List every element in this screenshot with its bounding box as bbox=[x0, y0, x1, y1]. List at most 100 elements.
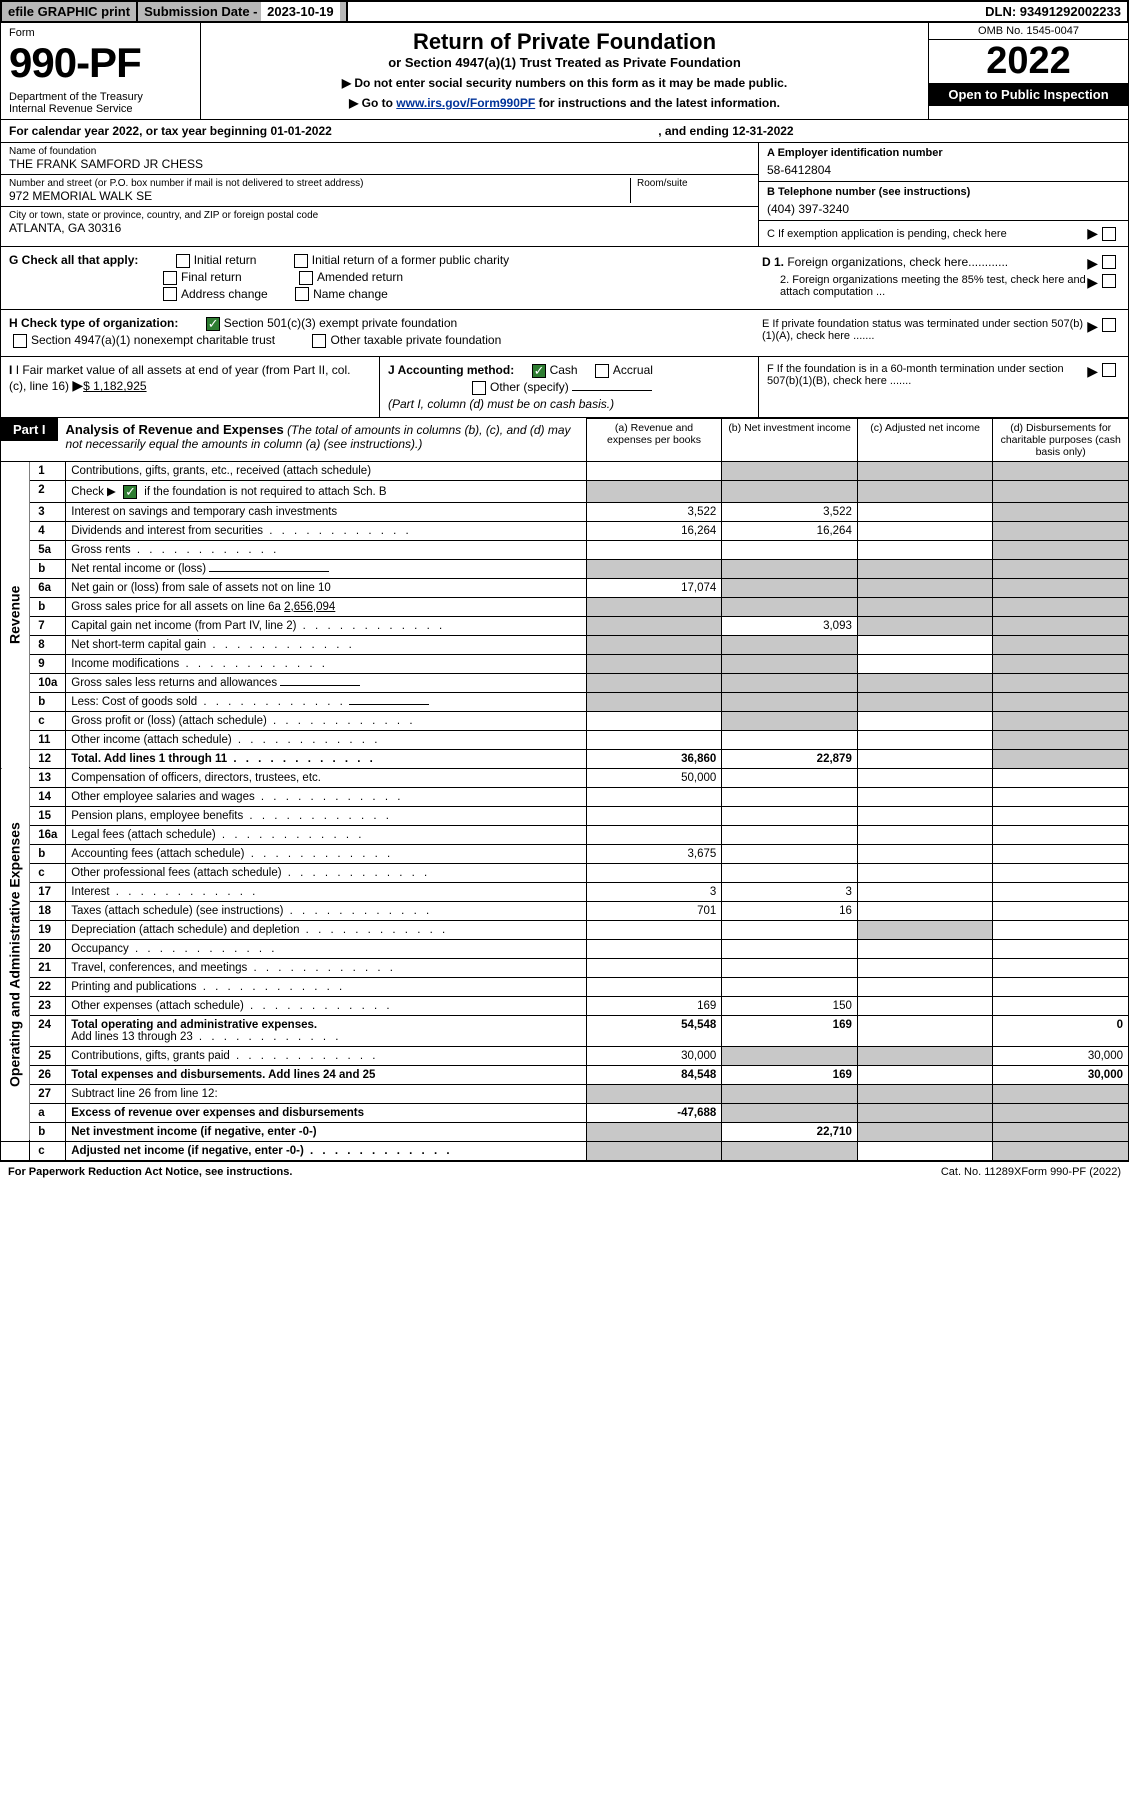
line-26: 26Total expenses and disbursements. Add … bbox=[1, 1065, 1129, 1084]
l13-desc: Compensation of officers, directors, tru… bbox=[66, 768, 587, 787]
g-final: Final return bbox=[181, 270, 242, 284]
i-section: I I Fair market value of all assets at e… bbox=[1, 357, 379, 417]
h-501c3-checkbox[interactable] bbox=[206, 317, 220, 331]
l3-b: 3,522 bbox=[722, 502, 858, 521]
g-name-checkbox[interactable] bbox=[295, 287, 309, 301]
l26-a: 84,548 bbox=[586, 1065, 722, 1084]
calendar-year-row: For calendar year 2022, or tax year begi… bbox=[0, 120, 1129, 143]
part1-title: Analysis of Revenue and Expenses (The to… bbox=[58, 418, 586, 455]
l16a-desc: Legal fees (attach schedule) bbox=[66, 825, 587, 844]
catalog-number: Cat. No. 11289X bbox=[941, 1166, 1022, 1178]
h-other-checkbox[interactable] bbox=[312, 334, 326, 348]
l20-desc: Occupancy bbox=[66, 939, 587, 958]
l18-desc: Taxes (attach schedule) (see instruction… bbox=[66, 901, 587, 920]
line-3: 3Interest on savings and temporary cash … bbox=[1, 502, 1129, 521]
header-left: Form 990-PF Department of the Treasury I… bbox=[1, 23, 201, 119]
instructions-link[interactable]: www.irs.gov/Form990PF bbox=[396, 96, 535, 110]
line-27: 27Subtract line 26 from line 12: bbox=[1, 1084, 1129, 1103]
l24-desc: Total operating and administrative expen… bbox=[66, 1015, 587, 1046]
phone-cell: B Telephone number (see instructions) (4… bbox=[759, 182, 1128, 221]
l2-checkbox[interactable] bbox=[123, 485, 137, 499]
l23-desc: Other expenses (attach schedule) bbox=[66, 996, 587, 1015]
form-id-footer: Form 990-PF (2022) bbox=[1021, 1166, 1121, 1178]
d2-label: 2. Foreign organizations meeting the 85%… bbox=[762, 274, 1087, 298]
g-initial-former-checkbox[interactable] bbox=[294, 254, 308, 268]
check-section-he: H Check type of organization: Section 50… bbox=[0, 310, 1129, 357]
l26-b: 169 bbox=[722, 1065, 858, 1084]
l10c-desc: Gross profit or (loss) (attach schedule) bbox=[66, 711, 587, 730]
l23-a: 169 bbox=[586, 996, 722, 1015]
l25-desc: Contributions, gifts, grants paid bbox=[66, 1046, 587, 1065]
g-amended-checkbox[interactable] bbox=[299, 271, 313, 285]
header-right: OMB No. 1545-0047 2022 Open to Public In… bbox=[928, 23, 1128, 119]
entity-left: Name of foundation THE FRANK SAMFORD JR … bbox=[1, 143, 758, 246]
line-25: 25Contributions, gifts, grants paid30,00… bbox=[1, 1046, 1129, 1065]
l17-desc: Interest bbox=[66, 882, 587, 901]
line-23: 23Other expenses (attach schedule)169150 bbox=[1, 996, 1129, 1015]
l14-desc: Other employee salaries and wages bbox=[66, 787, 587, 806]
d1-checkbox[interactable] bbox=[1102, 255, 1116, 269]
ein-cell: A Employer identification number 58-6412… bbox=[759, 143, 1128, 182]
exemption-cell: C If exemption application is pending, c… bbox=[759, 221, 1128, 246]
j-other-checkbox[interactable] bbox=[472, 381, 486, 395]
l17-b: 3 bbox=[722, 882, 858, 901]
form-number: 990-PF bbox=[9, 39, 192, 87]
l6b-desc: Gross sales price for all assets on line… bbox=[66, 597, 587, 616]
l2-desc: Check ▶ if the foundation is not require… bbox=[66, 480, 587, 502]
i-value: $ 1,182,925 bbox=[83, 379, 146, 393]
part1-label: Part I bbox=[1, 418, 58, 441]
address-cell: Number and street (or P.O. box number if… bbox=[1, 175, 758, 207]
h-section: H Check type of organization: Section 50… bbox=[9, 316, 750, 350]
line-13: Operating and Administrative Expenses 13… bbox=[1, 768, 1129, 787]
i-label: I Fair market value of all assets at end… bbox=[9, 363, 350, 393]
f-label: F If the foundation is in a 60-month ter… bbox=[767, 363, 1087, 387]
col-a-header: (a) Revenue and expenses per books bbox=[586, 418, 722, 461]
e-label: E If private foundation status was termi… bbox=[762, 318, 1087, 342]
street-address: 972 MEMORIAL WALK SE bbox=[9, 189, 630, 203]
g-address-checkbox[interactable] bbox=[163, 287, 177, 301]
g-initial: Initial return bbox=[194, 253, 257, 267]
j-cash-checkbox[interactable] bbox=[532, 364, 546, 378]
g-final-checkbox[interactable] bbox=[163, 271, 177, 285]
j-accrual: Accrual bbox=[613, 363, 653, 377]
line-11: 11Other income (attach schedule) bbox=[1, 730, 1129, 749]
j-accrual-checkbox[interactable] bbox=[595, 364, 609, 378]
f-checkbox[interactable] bbox=[1102, 363, 1116, 377]
h-label: H Check type of organization: bbox=[9, 316, 178, 330]
l7-desc: Capital gain net income (from Part IV, l… bbox=[66, 616, 587, 635]
exemption-checkbox[interactable] bbox=[1102, 227, 1116, 241]
line-18: 18Taxes (attach schedule) (see instructi… bbox=[1, 901, 1129, 920]
col-c-header: (c) Adjusted net income bbox=[857, 418, 993, 461]
room-label: Room/suite bbox=[637, 178, 750, 189]
g-address: Address change bbox=[181, 287, 268, 301]
line-6b: bGross sales price for all assets on lin… bbox=[1, 597, 1129, 616]
city-state-zip: ATLANTA, GA 30316 bbox=[9, 221, 750, 235]
part1-header-row: Part I Analysis of Revenue and Expenses … bbox=[1, 418, 1129, 461]
l1-desc: Contributions, gifts, grants, etc., rece… bbox=[66, 461, 587, 480]
calendar-end: , and ending 12-31-2022 bbox=[658, 124, 793, 138]
form-subtitle: or Section 4947(a)(1) Trust Treated as P… bbox=[213, 55, 916, 70]
line-19: 19Depreciation (attach schedule) and dep… bbox=[1, 920, 1129, 939]
d2-checkbox[interactable] bbox=[1102, 274, 1116, 288]
foundation-name: THE FRANK SAMFORD JR CHESS bbox=[9, 157, 750, 171]
l27b-desc: Net investment income (if negative, ente… bbox=[66, 1122, 587, 1141]
l25-d: 30,000 bbox=[993, 1046, 1129, 1065]
name-cell: Name of foundation THE FRANK SAMFORD JR … bbox=[1, 143, 758, 175]
calendar-begin: For calendar year 2022, or tax year begi… bbox=[9, 124, 332, 138]
form-container: efile GRAPHIC print Submission Date - 20… bbox=[0, 0, 1129, 1182]
name-label: Name of foundation bbox=[9, 146, 750, 157]
ijf-section: I I Fair market value of all assets at e… bbox=[0, 357, 1129, 418]
efile-button[interactable]: efile GRAPHIC print bbox=[2, 2, 138, 21]
e-checkbox[interactable] bbox=[1102, 318, 1116, 332]
instr2-pre: ▶ Go to bbox=[349, 96, 396, 110]
l27a-desc: Excess of revenue over expenses and disb… bbox=[66, 1103, 587, 1122]
g-label: G Check all that apply: bbox=[9, 253, 138, 267]
j-other: Other (specify) bbox=[490, 380, 569, 394]
g-initial-checkbox[interactable] bbox=[176, 254, 190, 268]
h-4947-checkbox[interactable] bbox=[13, 334, 27, 348]
l5a-desc: Gross rents bbox=[66, 540, 587, 559]
l10b-desc: Less: Cost of goods sold bbox=[66, 692, 587, 711]
col-d-header: (d) Disbursements for charitable purpose… bbox=[993, 418, 1129, 461]
subdate-label-text: Submission Date - bbox=[144, 4, 261, 19]
phone-value: (404) 397-3240 bbox=[767, 198, 1120, 216]
